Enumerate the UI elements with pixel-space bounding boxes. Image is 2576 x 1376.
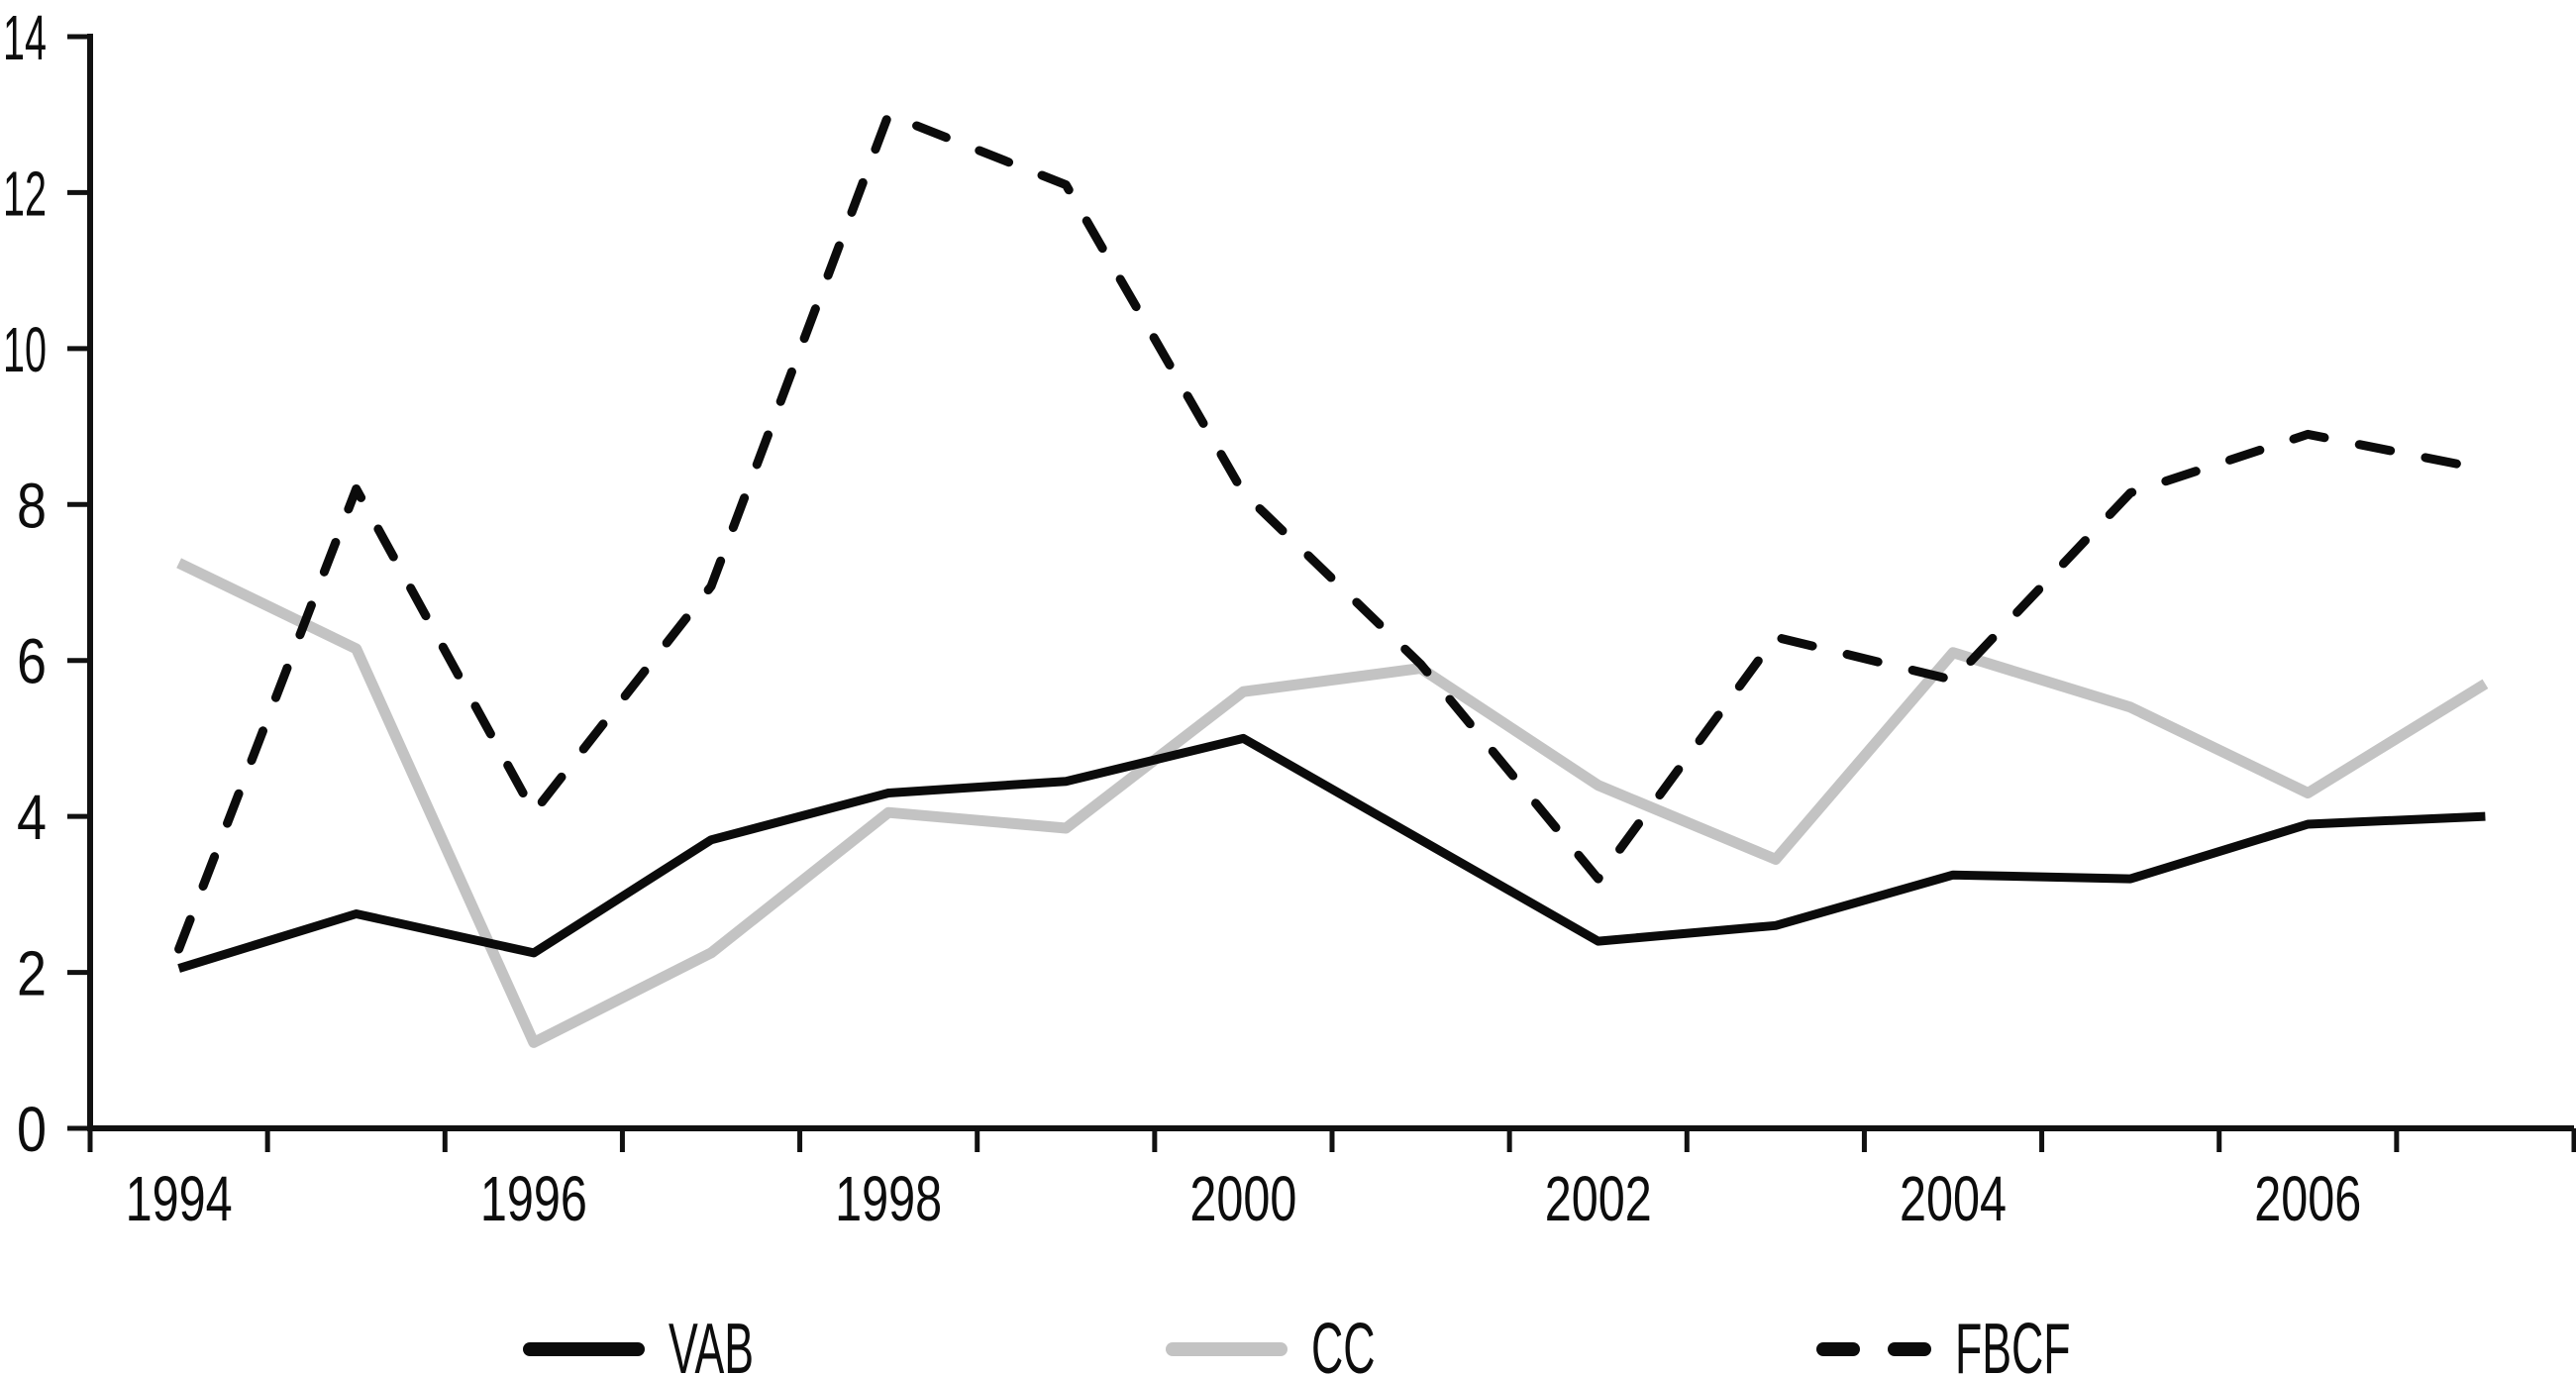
y-tick-label: 14 <box>3 2 47 73</box>
legend-label-vab: VAB <box>669 1310 755 1376</box>
x-tick-label: 2002 <box>1545 1163 1652 1234</box>
y-tick-label: 6 <box>17 626 47 697</box>
series-line-cc <box>176 558 2489 1048</box>
x-tick-label: 1998 <box>835 1163 942 1234</box>
series-line-vab <box>177 733 2486 973</box>
legend-label-fbcf: FBCF <box>1955 1310 2071 1376</box>
y-tick-label: 0 <box>17 1094 47 1165</box>
legend-dash-segment <box>1816 1342 1860 1356</box>
legend-item-cc: CC <box>1166 1310 1414 1376</box>
legend-item-vab: VAB <box>523 1310 806 1376</box>
y-tick-label: 2 <box>17 938 47 1009</box>
series-line-fbcf <box>174 110 2490 954</box>
legend-swatch-fbcf-dashes <box>1816 1342 1931 1356</box>
legend-dash-segment <box>1888 1342 1931 1356</box>
legend-swatch-cc-line <box>1166 1342 1288 1356</box>
legend-label-cc: CC <box>1311 1310 1376 1376</box>
x-tick-label: 2004 <box>1900 1163 2007 1234</box>
y-tick-label: 12 <box>3 158 47 229</box>
y-tick-label: 10 <box>3 314 47 385</box>
legend-swatch-vab-line <box>523 1342 645 1356</box>
y-tick-label: 8 <box>17 470 47 541</box>
x-tick-label: 2006 <box>2254 1163 2361 1234</box>
x-tick-label: 1996 <box>480 1163 587 1234</box>
x-tick-label: 1994 <box>126 1163 233 1234</box>
y-tick-label: 4 <box>17 782 47 853</box>
legend-item-fbcf: FBCF <box>1816 1310 2141 1376</box>
x-tick-label: 2000 <box>1189 1163 1296 1234</box>
